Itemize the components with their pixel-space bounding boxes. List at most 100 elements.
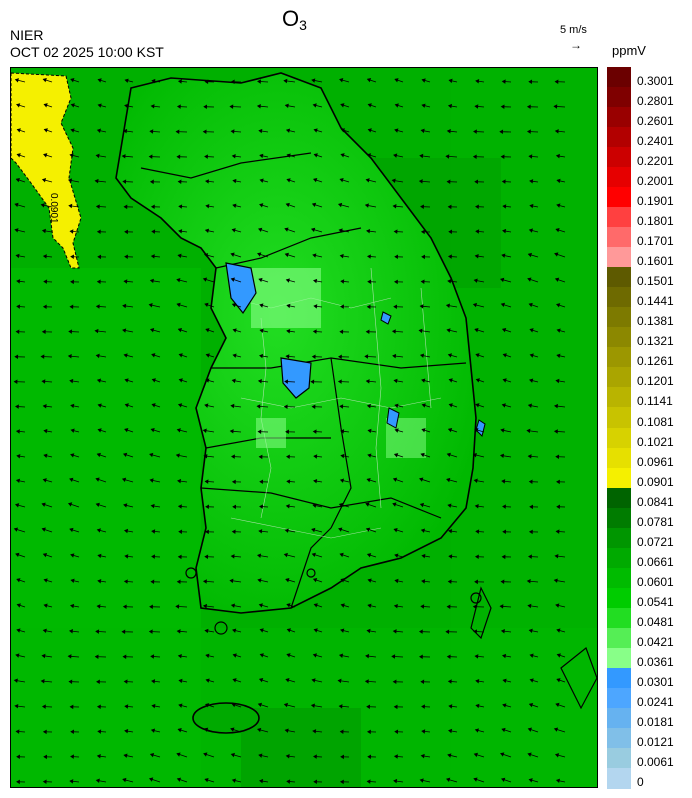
- wind-vector-head: [96, 704, 101, 710]
- wind-vector-head: [340, 128, 345, 133]
- legend-label: 0.1701: [637, 234, 674, 249]
- wind-vector-head: [313, 754, 317, 759]
- wind-vector-head: [124, 378, 129, 383]
- wind-vector-head: [473, 278, 478, 283]
- wind-vector-head: [96, 528, 101, 533]
- wind-vector-head: [313, 478, 318, 484]
- wind-vector-head: [15, 729, 20, 734]
- wind-vector-head: [472, 604, 477, 609]
- legend-label: 0.1601: [637, 254, 674, 269]
- wind-vector-head: [283, 78, 288, 84]
- island-2: [214, 621, 228, 635]
- wind-vector-head: [15, 177, 20, 183]
- legend-label: 0.0301: [637, 674, 674, 689]
- wind-vector-head: [367, 578, 372, 583]
- wind-vector-head: [340, 754, 345, 760]
- wind-vector-head: [365, 653, 370, 659]
- wind-vector-head: [421, 378, 426, 383]
- wind-vector-head: [205, 328, 210, 333]
- legend-label: 0.0181: [637, 714, 674, 729]
- wind-vector-head: [259, 153, 264, 159]
- legend-swatch: [607, 487, 631, 509]
- wind-vector-head: [526, 579, 531, 584]
- wind-vector-head: [502, 378, 507, 383]
- low-ozone-patch-1: [225, 262, 257, 315]
- wind-vector-head: [42, 628, 47, 634]
- legend-swatch: [607, 267, 631, 288]
- wind-vector-head: [392, 477, 398, 482]
- wind-vector-head: [312, 103, 317, 108]
- wind-vector-head: [340, 153, 345, 158]
- wind-vector-head: [97, 78, 102, 83]
- wind-vector-head: [121, 477, 127, 482]
- wind-vector-head: [474, 104, 479, 109]
- legend-swatch: [607, 347, 631, 368]
- wind-vector-head: [338, 502, 344, 508]
- wind-vector-head: [366, 228, 371, 234]
- wind-vector-head: [230, 252, 235, 257]
- wind-vector-head: [365, 502, 370, 507]
- wind-vector-head: [340, 429, 345, 434]
- wind-vector-head: [205, 353, 210, 358]
- wind-vector-head: [96, 128, 101, 133]
- legend-label: 0.0721: [637, 534, 674, 549]
- legend-swatch: [607, 687, 631, 709]
- wind-vector-head: [500, 453, 505, 459]
- wind-vector-head: [446, 654, 451, 659]
- wind-vector-head: [69, 527, 74, 533]
- wind-vector-head: [286, 653, 291, 658]
- wind-vector-head: [205, 378, 210, 383]
- wind-vector-head: [421, 428, 426, 433]
- contour-label: 0.0901: [48, 193, 59, 224]
- legend-label: 0.0661: [637, 554, 674, 569]
- wind-vector-head: [339, 329, 344, 335]
- wind-vector-head: [447, 753, 452, 758]
- wind-vector-head: [529, 378, 534, 383]
- wind-vector-head: [313, 278, 318, 284]
- legend-swatch: [607, 527, 631, 549]
- wind-vector-head: [364, 203, 369, 208]
- wind-vector-head: [70, 103, 75, 108]
- wind-vector-head: [122, 452, 128, 458]
- wind-vector-head: [15, 478, 21, 484]
- wind-vector-head: [445, 629, 450, 635]
- legend-label: 0.0961: [637, 454, 674, 469]
- wind-vector-head: [418, 629, 423, 634]
- wind-vector-head: [14, 78, 19, 83]
- wind-vector-head: [553, 727, 559, 732]
- wind-vector-head: [177, 327, 183, 333]
- legend-label: 0.2201: [637, 154, 674, 169]
- wind-vector-head: [311, 527, 316, 533]
- wind-vector-head: [258, 227, 263, 232]
- legend-label: 0.1801: [637, 214, 674, 229]
- wind-vector-head: [41, 329, 46, 335]
- wind-vector-head: [205, 678, 210, 683]
- wind-vector-head: [338, 704, 343, 709]
- wind-vector-head: [448, 554, 453, 559]
- wind-vector-head: [202, 129, 207, 134]
- wind-vector-head: [203, 104, 208, 110]
- wind-vector-head: [501, 777, 506, 782]
- legend-swatch: [607, 747, 631, 769]
- wind-vector-head: [366, 779, 371, 784]
- wind-vector-head: [284, 252, 289, 258]
- wind-vector-head: [556, 328, 561, 333]
- wind-vector-head: [95, 153, 100, 159]
- legend-swatch: [607, 107, 631, 128]
- wind-vector-head: [475, 678, 480, 684]
- wind-vector-head: [447, 204, 452, 210]
- legend-swatch: [607, 227, 631, 248]
- wind-vector-head: [420, 452, 425, 458]
- legend-label: 0.1501: [637, 274, 674, 289]
- wind-vector-head: [366, 77, 372, 83]
- legend-label: 0.2801: [637, 94, 674, 109]
- wind-vector-head: [285, 202, 290, 208]
- wind-vector-head: [230, 727, 235, 732]
- wind-vector-head: [177, 728, 182, 733]
- wind-vector-head: [365, 379, 370, 384]
- wind-vector-head: [528, 628, 533, 634]
- low-ozone-patch-3: [386, 407, 400, 429]
- wind-vector-head: [394, 553, 399, 558]
- wind-vector-head: [367, 603, 372, 609]
- wind-vector-head: [421, 729, 426, 734]
